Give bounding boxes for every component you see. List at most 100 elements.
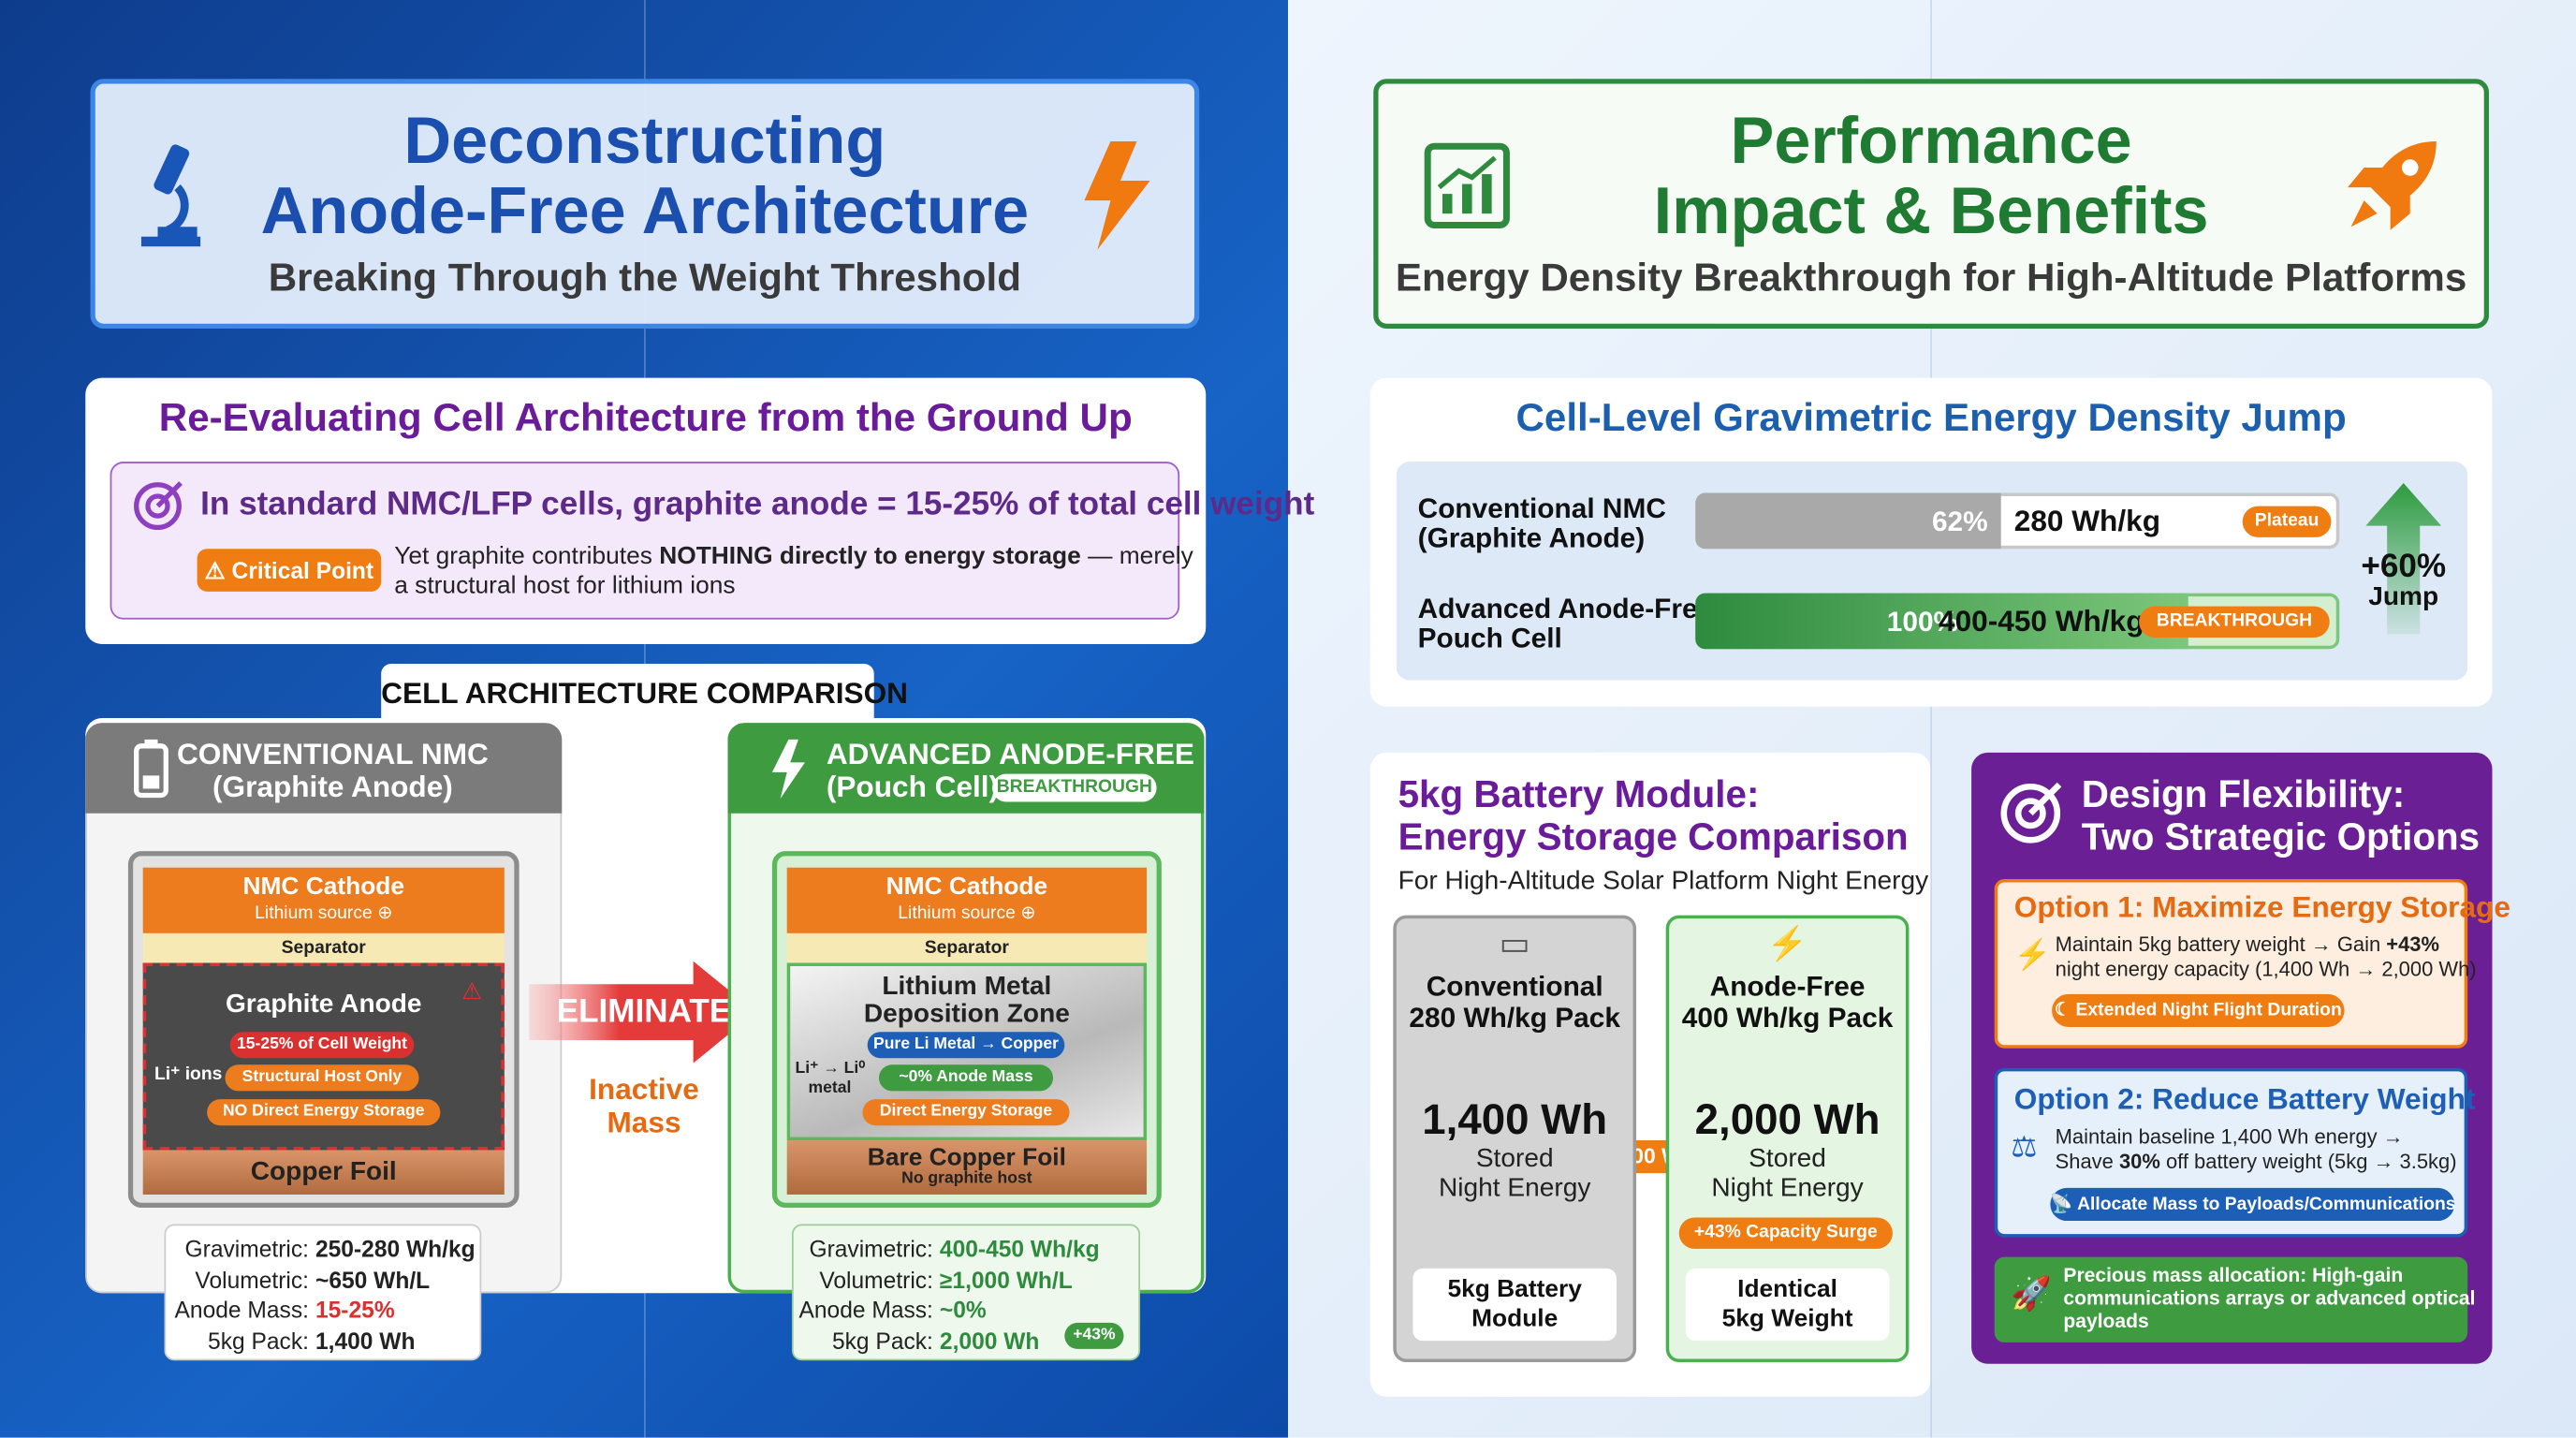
header-subtitle: Energy Density Breakthrough for High-Alt… — [1395, 256, 2467, 301]
graphic — [529, 961, 756, 1064]
stat-value: 250-280 Wh/kg — [315, 1235, 476, 1262]
bar-label: 100% — [1886, 606, 1959, 638]
row-name: Advanced Anode-Free — [1417, 593, 1714, 624]
panel-title: Energy Storage Comparison — [1398, 814, 1909, 858]
pack-desc: Night Energy — [1711, 1174, 1864, 1203]
header-title: Performance — [1730, 105, 2132, 178]
breakthrough-badge: BREAKTHROUGH — [992, 773, 1157, 802]
tag: Structural Host Only — [225, 1064, 419, 1092]
panel-subtitle: For High-Altitude Solar Platform Night E… — [1398, 867, 1929, 896]
chart-icon — [1424, 142, 1510, 228]
stat-value: ≥1,000 Wh/L — [939, 1266, 1073, 1293]
pack-footer-text: 5kg Weight — [1721, 1304, 1853, 1333]
pack-desc: Stored — [1475, 1145, 1554, 1174]
graphic — [155, 481, 183, 508]
zone-label: Lithium Metal — [882, 973, 1052, 1001]
stat-value: ~0% — [939, 1296, 987, 1323]
separator — [142, 932, 505, 963]
tag: NO Direct Energy Storage — [207, 1099, 441, 1126]
bar — [1695, 492, 2001, 550]
tag: ~0% Anode Mass — [878, 1064, 1054, 1092]
graphic — [2401, 159, 2419, 176]
note-icon: 🚀 — [2011, 1276, 2052, 1313]
graphic — [1462, 183, 1472, 214]
header-box — [90, 79, 1200, 330]
jump-arrow — [2365, 482, 2442, 635]
critical-badge: ⚠ Critical Point — [197, 549, 382, 592]
stat-value: ~650 Wh/L — [315, 1266, 431, 1293]
copper-foil — [142, 1150, 505, 1195]
stat-label: Gravimetric: — [809, 1235, 933, 1262]
note-text: — merely — [1080, 542, 1193, 571]
bar — [1695, 593, 2188, 650]
pack-icon: ▭ — [1499, 926, 1530, 963]
stat-value: 15-25% — [315, 1296, 395, 1323]
cathode-sub-text: Lithium source — [255, 903, 373, 924]
pack-footer-text: 5kg Battery — [1447, 1274, 1582, 1303]
graphic — [771, 739, 805, 799]
anode-label: Graphite Anode — [225, 990, 422, 1020]
graphic — [1442, 194, 1453, 214]
option-text: Shave 30% off battery weight (5kg → 3.5k… — [2056, 1152, 2457, 1172]
note-bold: NOTHING directly to energy storage — [659, 542, 1081, 571]
stat-value: 400-450 Wh/kg — [939, 1235, 1100, 1262]
graphic — [2370, 140, 2437, 208]
pack-name: 280 Wh/kg Pack — [1409, 1002, 1620, 1034]
header-subtitle: Breaking Through the Weight Threshold — [268, 256, 1021, 301]
rocket-icon — [2348, 140, 2437, 230]
target-icon — [134, 481, 183, 531]
option-tag: 📡 Allocate Mass to Payloads/Communicatio… — [2050, 1187, 2456, 1222]
foil-label: Bare Copper Foil — [867, 1143, 1066, 1172]
microscope-icon — [140, 144, 201, 247]
density-value: 400-450 Wh/kg — [1939, 604, 2144, 638]
graphic — [2000, 783, 2061, 844]
header-title: Impact & Benefits — [1653, 175, 2209, 249]
eliminate-label: ELIMINATE — [556, 993, 732, 1031]
graphic — [134, 482, 182, 531]
foil-label: Copper Foil — [250, 1158, 397, 1187]
badge-text: Critical Point — [231, 556, 374, 584]
option-title: Option 1: Maximize Energy Storage — [2013, 890, 2510, 924]
option-tag-text: Allocate Mass to Payloads/Communications — [2077, 1194, 2456, 1215]
battery-icon — [134, 739, 168, 799]
stat-label: 5kg Pack: — [831, 1327, 933, 1354]
graphic — [154, 144, 190, 195]
option-text-bold: +43% — [2386, 932, 2440, 957]
note-box — [1994, 1256, 2468, 1343]
graphic — [1424, 142, 1510, 228]
panel-title: Cell-Level Gravimetric Energy Density Ju… — [1515, 395, 2347, 441]
option-icon: ⚖ — [2011, 1130, 2038, 1164]
pack-desc: Night Energy — [1439, 1174, 1591, 1203]
separator — [786, 932, 1148, 963]
tag: Direct Energy Storage — [862, 1099, 1070, 1126]
card-title: CONVENTIONAL NMC — [176, 738, 489, 771]
stat-label: 5kg Pack: — [208, 1327, 309, 1354]
stat-label: Volumetric: — [819, 1266, 933, 1293]
graphic — [144, 739, 158, 746]
cathode-sub-text: Lithium source — [898, 903, 1016, 924]
option-text: night energy capacity (1,400 Wh → 2,000 … — [2055, 958, 2477, 981]
option-icon: ⚡ — [2013, 938, 2052, 972]
graphic — [166, 184, 189, 234]
card-title: (Graphite Anode) — [212, 770, 453, 804]
ion-label: metal — [808, 1079, 852, 1098]
zone-label: Deposition Zone — [863, 1000, 1070, 1029]
lightning-icon — [771, 739, 805, 799]
stat-value: 1,400 Wh — [315, 1327, 416, 1354]
option-text-part: Shave — [2055, 1150, 2119, 1174]
pack-badge: +43% — [1064, 1322, 1124, 1349]
tag: Pure Li Metal → Copper — [867, 1032, 1065, 1059]
density-value: 280 Wh/kg — [2013, 504, 2161, 537]
pack-energy: 1,400 Wh — [1422, 1093, 1608, 1144]
cathode-label: NMC Cathode — [886, 872, 1048, 901]
pack-name: Anode-Free — [1709, 971, 1866, 1003]
note-text: payloads — [2063, 1309, 2149, 1333]
graphic — [142, 775, 160, 789]
graphic — [2365, 482, 2442, 635]
panel-title: Re-Evaluating Cell Architecture from the… — [158, 395, 1133, 441]
stat-label: Anode Mass: — [798, 1296, 933, 1323]
comparison-tab — [381, 664, 874, 724]
jump-label: Jump — [2368, 583, 2439, 611]
option-text: Maintain baseline 1,400 Wh energy → — [2055, 1125, 2404, 1149]
